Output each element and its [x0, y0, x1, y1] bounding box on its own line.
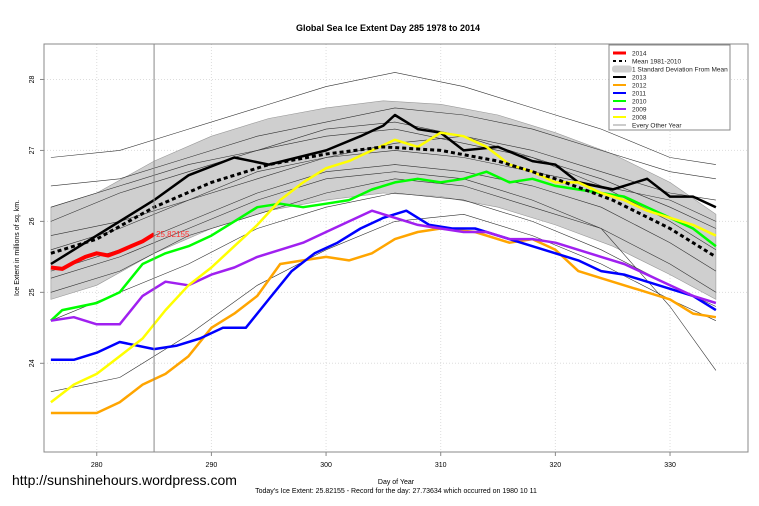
x-tick-label: 310 [435, 462, 447, 469]
series-line-2012 [50, 227, 717, 415]
series-line-2008 [50, 131, 717, 404]
legend-label: Mean 1981-2010 [632, 59, 682, 66]
other-year-line [50, 107, 716, 187]
series-line-2014 [50, 232, 156, 271]
legend-label: 2014 [632, 51, 647, 58]
y-tick-label: 27 [29, 146, 36, 154]
legend-label: 1 Standard Deviation From Mean [632, 67, 728, 74]
sd-band [50, 100, 717, 300]
other-year-line [50, 72, 716, 165]
other-year-line [50, 164, 717, 272]
other-year-line [50, 150, 717, 251]
legend-label: Every Other Year [632, 123, 682, 130]
x-tick-label: 290 [206, 462, 218, 469]
legend-label: 2009 [632, 107, 647, 114]
other-year-line [50, 178, 717, 293]
other-year-line [50, 128, 717, 229]
series-line-2013 [50, 113, 717, 266]
y-axis-label: Ice Extent in millions of sq. km. [14, 200, 21, 296]
legend-label: 2010 [632, 99, 647, 106]
other-year-line [50, 171, 717, 371]
plot-frame [43, 43, 749, 453]
x-tick-label: 280 [91, 462, 103, 469]
series-line-2011 [50, 209, 717, 362]
y-tick-label: 26 [29, 217, 36, 225]
x-axis-label: Day of Year [378, 479, 415, 486]
x-axis: 280 290 300 310 320 330 [91, 452, 676, 469]
legend-label: 2012 [632, 83, 647, 90]
x-tick-label: 320 [550, 462, 562, 469]
year-series [50, 113, 717, 415]
y-tick-label: 28 [29, 75, 36, 83]
y-axis: 24 25 26 27 28 [29, 75, 44, 367]
x-tick-label: 330 [664, 462, 676, 469]
footer-text: Today's Ice Extent: 25.82155 - Record fo… [255, 488, 537, 495]
y-tick-label: 24 [29, 359, 36, 367]
watermark-url[interactable]: http://sunshinehours.wordpress.com [12, 472, 237, 488]
sd-band-area [50, 100, 717, 300]
legend-label: 2013 [632, 75, 647, 82]
legend-label: 2008 [632, 115, 647, 122]
series-line-2009 [50, 209, 717, 326]
legend-box [608, 44, 731, 131]
legend-label: 2011 [632, 91, 646, 98]
legend-swatch [612, 65, 632, 73]
current-value-label: 25.82155 [156, 230, 190, 239]
other-year-line [50, 121, 716, 208]
other-year-line [50, 192, 717, 321]
chart-title: Global Sea Ice Extent Day 285 1978 to 20… [296, 23, 480, 33]
x-tick-label: 300 [320, 462, 332, 469]
y-tick-label: 25 [29, 288, 36, 296]
